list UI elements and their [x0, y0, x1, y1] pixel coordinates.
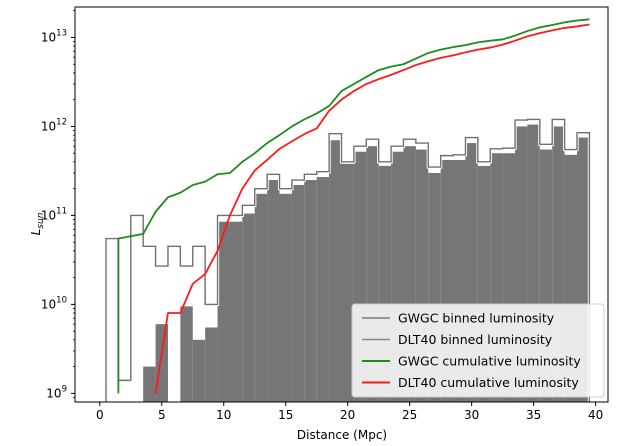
x-tick-label: 25 [402, 408, 417, 422]
dlt40-bar [316, 177, 330, 402]
y-axis-label-base: L [29, 229, 43, 236]
dlt40-bar [155, 324, 168, 402]
gwgc-step-line [105, 118, 591, 402]
legend-label: DLT40 binned luminosity [398, 332, 553, 347]
legend-label: GWGC binned luminosity [398, 311, 555, 326]
dlt40-bar [229, 221, 243, 402]
y-axis-label-subscript: sun [36, 212, 46, 228]
x-tick-label: 20 [340, 408, 355, 422]
dlt40-bar [242, 213, 255, 402]
dlt40-cumulative-luminosity-line [154, 23, 590, 394]
dlt40-bar [291, 184, 305, 402]
dlt40-bar [254, 193, 268, 402]
x-axis-label: Distance (Mpc) [297, 428, 387, 442]
legend-label: GWGC cumulative luminosity [398, 354, 581, 369]
axes-frame [74, 6, 609, 403]
dlt40-bar [279, 193, 292, 402]
y-tick-label: 1010 [41, 295, 67, 311]
gwgc-cumulative-luminosity-line [117, 18, 590, 394]
dlt40-bar [267, 180, 280, 402]
y-tick-label: 1012 [41, 117, 67, 133]
legend: GWGC binned luminosity DLT40 binned lumin… [351, 303, 605, 398]
x-tick-label: 5 [158, 408, 166, 422]
y-axis-label: Lsun [29, 212, 46, 235]
x-tick-label: 10 [216, 408, 231, 422]
axes: 0 5 10 15 20 25 30 35 40 109 1010 1011 1012 1013 [41, 6, 609, 422]
dlt40-bar [329, 140, 342, 402]
x-tick-label: 40 [588, 408, 603, 422]
dlt40-bar [205, 327, 218, 402]
x-tick-label: 30 [464, 408, 479, 422]
dlt40-bar [192, 339, 206, 402]
y-tick-label: 109 [46, 384, 67, 400]
dlt40-bar [180, 306, 193, 402]
legend-box [351, 303, 605, 398]
legend-label: DLT40 cumulative luminosity [398, 375, 579, 390]
dlt40-bar [143, 366, 156, 402]
x-tick-label: 0 [96, 408, 104, 422]
dlt40-bar [217, 221, 230, 402]
x-tick-label: 15 [278, 408, 293, 422]
dlt40-bar [304, 180, 317, 402]
y-tick-label: 1013 [41, 28, 67, 44]
x-tick-label: 35 [526, 408, 541, 422]
y-tick-label: 1011 [41, 206, 67, 222]
dlt40-bar [341, 163, 354, 402]
